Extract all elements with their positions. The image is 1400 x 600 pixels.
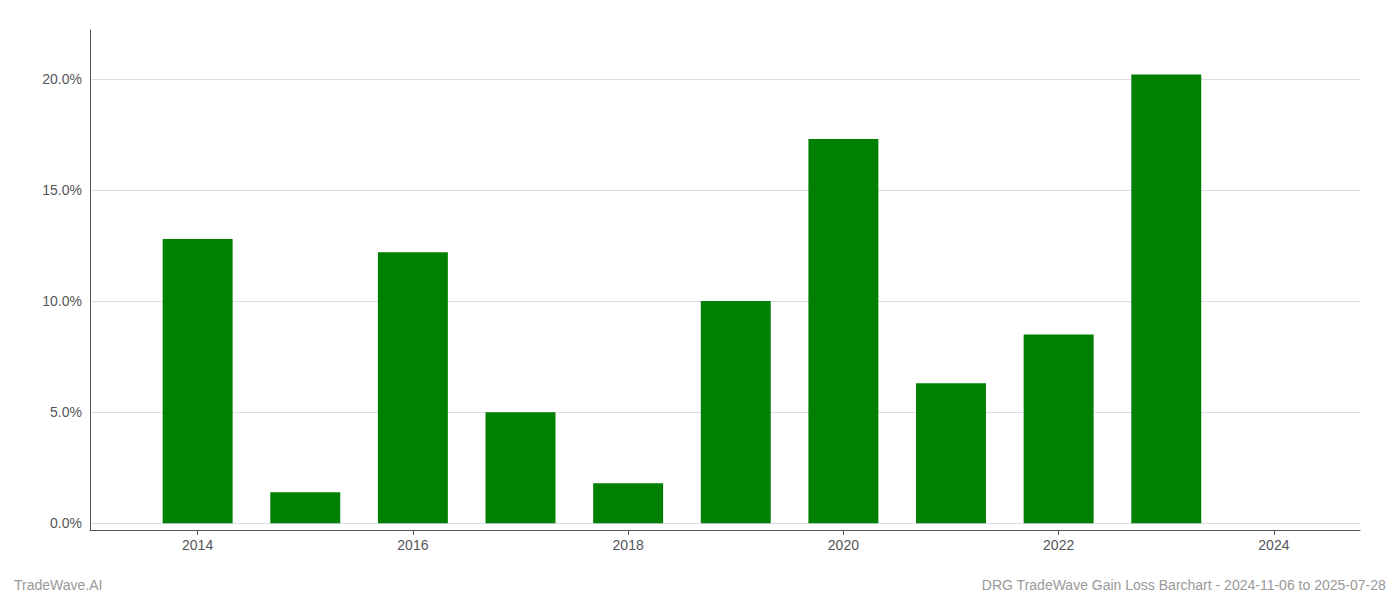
svg-text:20.0%: 20.0% [42, 71, 82, 87]
svg-text:15.0%: 15.0% [42, 182, 82, 198]
svg-text:0.0%: 0.0% [50, 515, 82, 531]
svg-text:2016: 2016 [397, 537, 428, 553]
svg-text:2014: 2014 [182, 537, 213, 553]
svg-text:10.0%: 10.0% [42, 293, 82, 309]
svg-text:2022: 2022 [1043, 537, 1074, 553]
svg-text:2024: 2024 [1258, 537, 1289, 553]
svg-text:2018: 2018 [613, 537, 644, 553]
svg-text:TradeWave.AI: TradeWave.AI [14, 577, 102, 593]
svg-text:2020: 2020 [828, 537, 859, 553]
svg-text:5.0%: 5.0% [50, 404, 82, 420]
svg-text:DRG TradeWave Gain Loss Barcha: DRG TradeWave Gain Loss Barchart - 2024-… [982, 577, 1386, 593]
